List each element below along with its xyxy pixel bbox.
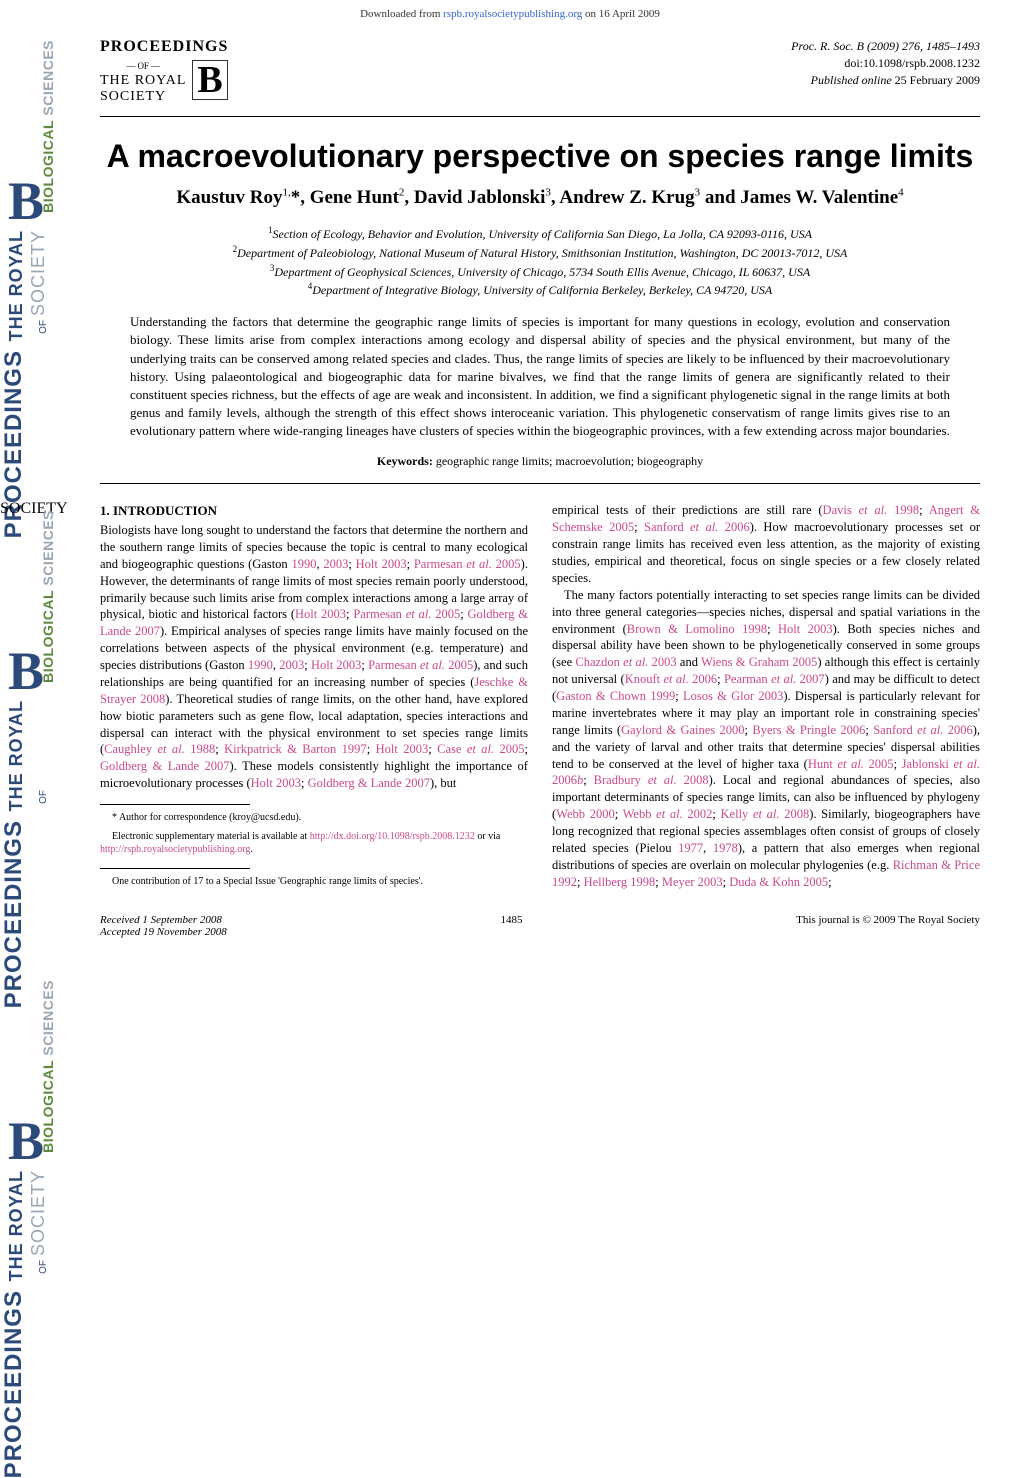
spine-b-icon: B [8,640,44,702]
column-right: empirical tests of their predictions are… [552,502,980,894]
spine-society-label: SOCIETY [28,230,49,316]
affiliation-2: 2Department of Paleobiology, National Mu… [100,243,980,262]
logo-royal: THE ROYAL [100,73,186,88]
spine-module-1: BIOLOGICAL SCIENCES B THE ROYAL SOCIETY … [0,30,60,500]
body-text: 1. INTRODUCTION Biologists have long sou… [100,502,980,894]
section-heading: 1. INTRODUCTION [100,502,528,520]
banner-suffix: on 16 April 2009 [582,8,660,20]
received-date: Received 1 September 2008 [100,914,227,926]
doi: doi:10.1098/rspb.2008.1232 [791,55,980,72]
col2-paragraph-2: The many factors potentially interacting… [552,587,980,891]
column-left: 1. INTRODUCTION Biologists have long sou… [100,502,528,894]
spine-of-label: OF [38,320,49,334]
authors: Kaustuv Roy1,*, Gene Hunt2, David Jablon… [100,185,980,212]
page-number: 1485 [500,914,522,938]
header-metadata: Proc. R. Soc. B (2009) 276, 1485–1493 do… [791,38,980,88]
spine-of-label: OF [38,1260,49,1274]
affiliation-3: 3Department of Geophysical Sciences, Uni… [100,262,980,281]
spine-b-icon: B [8,1110,44,1172]
spine-module-3: BIOLOGICAL SCIENCES B THE ROYAL SOCIETY … [0,970,60,1440]
page-header: PROCEEDINGS OF THE ROYAL SOCIETY B Proc.… [100,38,980,117]
footnote-author: * Author for correspondence (kroy@ucsd.e… [100,811,528,824]
page-footer: Received 1 September 2008 Accepted 19 No… [100,914,980,938]
footer-dates: Received 1 September 2008 Accepted 19 No… [100,914,227,938]
col2-paragraph-1: empirical tests of their predictions are… [552,502,980,586]
banner-prefix: Downloaded from [360,8,443,20]
spine-society-label: SOCIETY [28,1170,49,1256]
copyright: This journal is © 2009 The Royal Society [796,914,980,938]
published-date: Published online 25 February 2009 [791,72,980,89]
spine-royal-label: THE ROYAL [6,230,27,341]
affiliation-1: 1Section of Ecology, Behavior and Evolut… [100,224,980,243]
footnote-separator [100,804,250,805]
affiliation-4: 4Department of Integrative Biology, Univ… [100,280,980,299]
keywords-label: Keywords: [377,454,433,468]
affiliations: 1Section of Ecology, Behavior and Evolut… [100,224,980,299]
spine-proceedings-label: PROCEEDINGS [0,1290,28,1478]
footnote-contrib: One contribution of 17 to a Special Issu… [100,875,528,888]
spine-b-icon: B [8,170,44,232]
footnote-supp: Electronic supplementary material is ava… [100,830,528,856]
spine-of-label: OF [38,790,49,804]
keywords: Keywords: geographic range limits; macro… [100,454,980,484]
citation: Proc. R. Soc. B (2009) 276, 1485–1493 [791,38,980,55]
logo-b-icon: B [192,60,227,100]
spine-royal-label: THE ROYAL [6,700,27,811]
journal-spine: BIOLOGICAL SCIENCES B THE ROYAL SOCIETY … [0,30,60,1443]
logo-of: OF [124,62,162,72]
accepted-date: Accepted 19 November 2008 [100,926,227,938]
article-title: A macroevolutionary perspective on speci… [100,137,980,175]
download-banner: Downloaded from rspb.royalsocietypublish… [0,0,1020,28]
logo-society: SOCIETY [100,89,186,104]
banner-link[interactable]: rspb.royalsocietypublishing.org [443,8,582,20]
col1-paragraph-1: Biologists have long sought to understan… [100,522,528,792]
logo-proceedings: PROCEEDINGS [100,38,228,56]
abstract: Understanding the factors that determine… [130,313,950,440]
journal-logo: PROCEEDINGS OF THE ROYAL SOCIETY B [100,38,228,104]
spine-module-2: BIOLOGICAL SCIENCES B THE ROYAL SOCIETY … [0,500,60,970]
keywords-text: geographic range limits; macroevolution;… [436,454,703,468]
footnote-separator-2 [100,868,250,869]
spine-royal-label: THE ROYAL [6,1170,27,1281]
main-content: PROCEEDINGS OF THE ROYAL SOCIETY B Proc.… [80,28,1020,958]
